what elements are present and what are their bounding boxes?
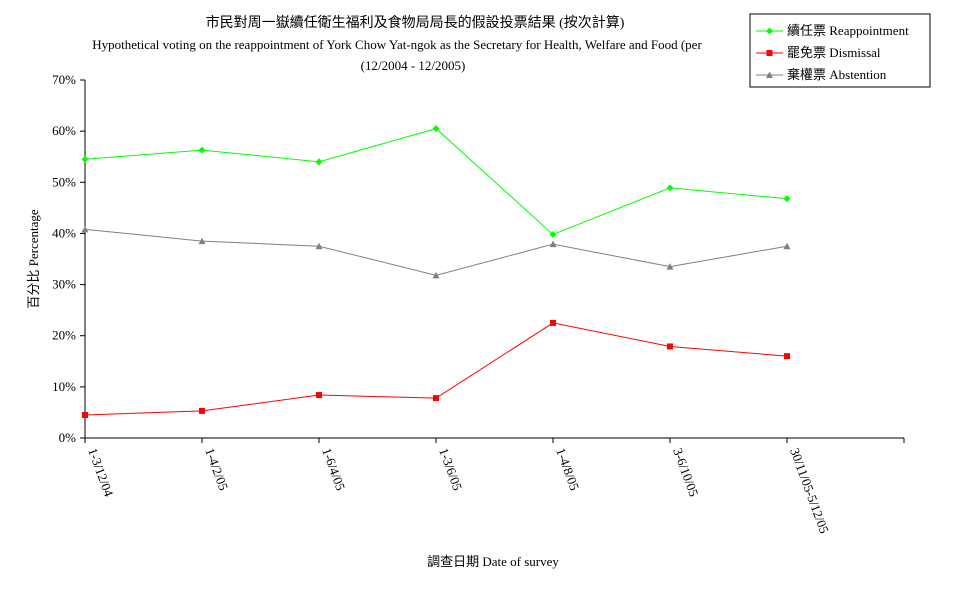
data-point-reappointment <box>432 125 440 133</box>
legend: 續任票 Reappointment 罷免票 Dismissal 棄權票 Absten… <box>749 13 931 88</box>
y-tick-label: 0% <box>59 430 77 445</box>
x-tick-label: 1-6/4/05 <box>319 446 348 493</box>
data-point-abstention <box>549 240 557 248</box>
data-point-dismissal <box>667 343 673 350</box>
legend-item-reappointment: 續任票 Reappointment <box>756 23 909 38</box>
y-tick-label: 20% <box>52 328 76 343</box>
x-tick-label: 1-3/6/05 <box>436 446 465 493</box>
y-tick-label: 30% <box>52 277 76 292</box>
data-point-dismissal <box>433 395 439 402</box>
data-point-dismissal <box>784 353 790 360</box>
data-point-abstention <box>81 225 89 233</box>
legend-label-reappointment: 續任票 Reappointment <box>787 23 909 38</box>
y-tick-label: 60% <box>52 123 76 138</box>
x-tick-label: 1-4/2/05 <box>202 446 231 493</box>
x-tick-label: 30/11/05-5/12/05 <box>787 446 832 536</box>
series-abstention <box>81 225 791 279</box>
series-dismissal <box>82 319 790 418</box>
data-point-abstention <box>666 263 674 270</box>
y-axis-label: 百分比 Percentage <box>26 209 41 309</box>
legend-label-abstention: 棄權票 Abstention <box>787 67 887 82</box>
data-point-dismissal <box>199 407 205 414</box>
data-point-reappointment <box>666 184 674 192</box>
x-tick-label: 3-6/10/05 <box>670 446 701 499</box>
data-point-abstention <box>198 237 206 245</box>
legend-marker-dismissal <box>766 50 773 56</box>
data-point-reappointment <box>198 146 206 154</box>
legend-label-dismissal: 罷免票 Dismissal <box>787 45 881 60</box>
x-tick-label: 1-3/12/04 <box>85 446 117 499</box>
data-point-dismissal <box>82 411 88 418</box>
y-tick-label: 10% <box>52 379 76 394</box>
data-point-abstention <box>432 271 440 279</box>
x-axis-label: 調查日期 Date of survey <box>427 554 559 569</box>
series-line-dismissal <box>84 322 788 416</box>
legend-item-dismissal: 罷免票 Dismissal <box>756 45 881 60</box>
series-line-reappointment <box>84 128 788 236</box>
data-point-dismissal <box>316 392 322 399</box>
x-tick-label: 1-4/8/05 <box>553 446 582 493</box>
data-point-abstention <box>315 242 323 250</box>
chart-title: 市民對周一嶽續任衛生福利及食物局局長的假設投票結果 (按次計算) <box>206 14 625 31</box>
data-point-dismissal <box>550 319 556 326</box>
legend-marker-reappointment <box>766 27 773 35</box>
y-tick-label: 50% <box>52 174 76 189</box>
data-point-abstention <box>783 242 791 250</box>
series-reappointment <box>81 125 791 238</box>
chart-subtitle-period: (12/2004 - 12/2005) <box>361 58 466 73</box>
chart-subtitle: Hypothetical voting on the reappointment… <box>92 37 702 52</box>
y-tick-label: 70% <box>52 72 76 87</box>
data-point-reappointment <box>549 230 557 238</box>
data-point-reappointment <box>81 155 89 163</box>
series-line-abstention <box>84 228 788 276</box>
y-tick-label: 40% <box>52 225 76 240</box>
data-point-reappointment <box>315 158 323 166</box>
legend-item-abstention: 棄權票 Abstention <box>756 67 887 82</box>
legend-marker-abstention <box>766 71 773 78</box>
data-point-reappointment <box>783 195 791 203</box>
